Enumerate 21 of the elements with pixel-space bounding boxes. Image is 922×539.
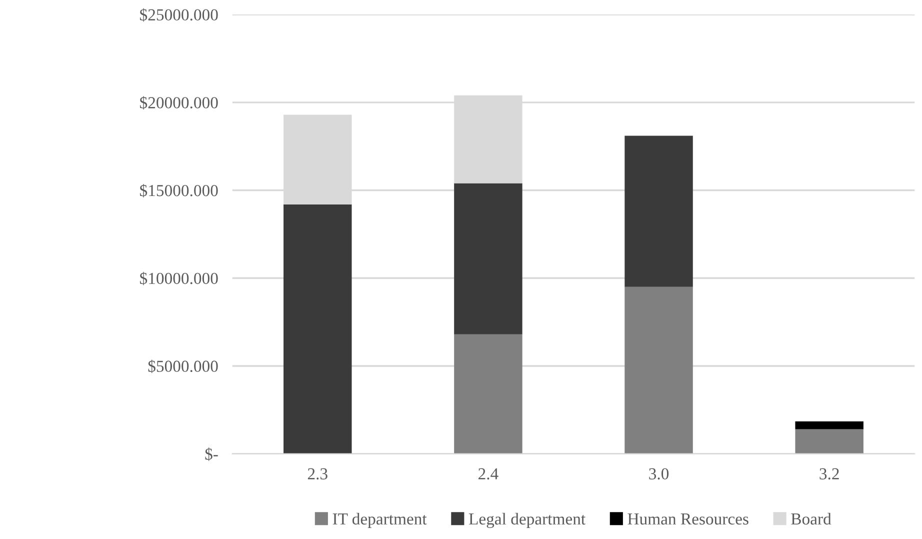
y-tick-label: $20000.000 (140, 96, 218, 110)
bar (454, 183, 522, 334)
bar (624, 286, 693, 454)
y-tick-label: $10000.000 (140, 272, 218, 286)
legend-label: Board (791, 512, 832, 525)
legend-label: Human Resources (628, 514, 748, 525)
y-tick-label: $- (205, 448, 218, 461)
legend-label: Legal department (468, 512, 586, 528)
bar (454, 334, 522, 454)
y-tick-label: $25000.000 (140, 8, 218, 22)
y-tick-label: $15000.000 (140, 184, 218, 198)
bar (284, 204, 352, 454)
x-tick-label: 2.4 (478, 468, 498, 480)
bar (795, 429, 864, 454)
x-tick-label: 2.3 (308, 468, 328, 480)
legend-label: IT department (332, 512, 427, 528)
bar (624, 136, 693, 287)
x-tick-label: 3.2 (820, 468, 839, 480)
x-tick-label: 3.0 (649, 468, 669, 480)
y-tick-label: $5000.000 (148, 360, 218, 374)
bar (795, 421, 864, 430)
